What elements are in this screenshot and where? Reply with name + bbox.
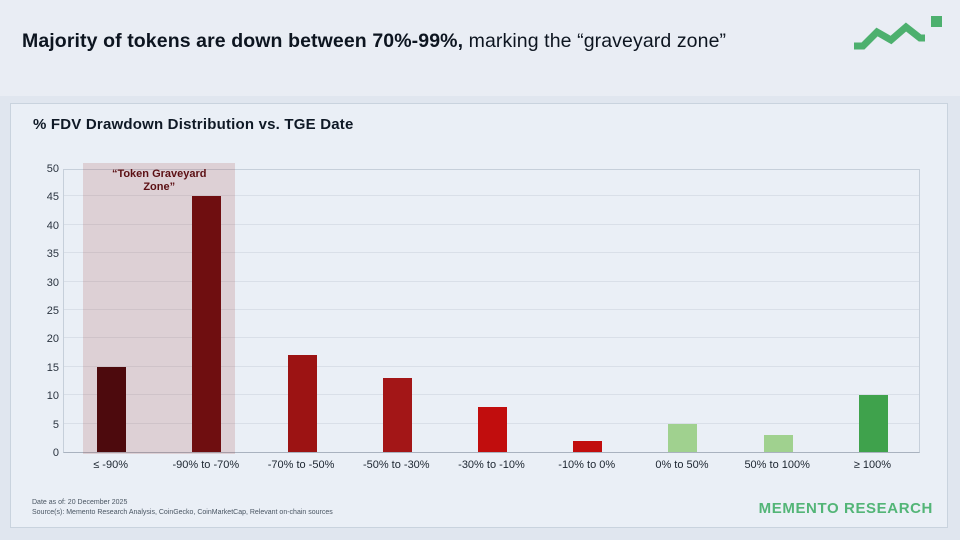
y-axis-tick-label: 20 [46,333,59,346]
gridline [64,223,919,225]
x-axis-category-label: -30% to -10% [458,459,525,471]
y-axis-tick-label: 40 [46,219,59,232]
chart-bar [478,406,507,452]
x-axis-category-label: 0% to 50% [655,459,709,471]
footnote-date: Date as of: 20 December 2025 [32,499,128,506]
gridline [64,195,919,197]
chart-bar [573,440,603,452]
chart-bar [668,423,698,452]
y-axis-tick-label: 25 [46,305,59,317]
chart-card: % FDV Drawdown Distribution vs. TGE Date… [10,103,948,528]
chart-bar [287,355,317,452]
x-axis-category-label: -90% to -70% [172,459,240,471]
y-axis-labels: 0 5 10 15 20 25 30 35 40 45 50 [27,163,59,459]
x-axis-category-label: ≤ -90% [93,459,128,471]
chart-bar [97,366,127,452]
memento-logo-icon [854,16,942,50]
slide-title-bold: Majority of tokens are down between 70%-… [22,30,464,52]
x-axis-category-label: -70% to -50% [267,459,335,471]
gridline [64,337,919,339]
logo-square-icon [931,16,942,27]
header-band: Majority of tokens are down between 70%-… [0,0,960,96]
x-axis-category-label: ≥ 100% [853,459,891,471]
brand-wordmark: MEMENTO RESEARCH [758,500,933,517]
chart-bar [858,395,888,452]
chart-title: % FDV Drawdown Distribution vs. TGE Date [33,116,354,133]
y-axis-tick-label: 5 [52,418,59,431]
gridline [64,365,919,367]
x-axis-category-label: -50% to -30% [362,459,430,471]
y-axis-tick-label: 30 [46,276,59,289]
y-axis-tick-label: 10 [46,390,59,403]
y-axis-tick-label: 45 [46,191,59,204]
slide-title: Majority of tokens are down between 70%-… [22,28,832,55]
graveyard-zone-label: “Token Graveyard Zone” [111,168,207,193]
y-axis-tick-label: 0 [52,447,59,459]
footnotes: Date as of: 20 December 2025 Source(s): … [32,498,333,518]
chart-bar [382,378,412,452]
gridline [64,280,919,282]
chart-bar [763,434,793,452]
y-axis-tick-label: 50 [46,163,59,175]
y-axis-tick-label: 35 [46,248,59,261]
x-axis-category-label: 50% to 100% [744,459,810,471]
slide-title-regular: marking the “graveyard zone” [463,30,727,52]
y-axis-tick-label: 15 [46,361,59,374]
gridline [64,252,919,254]
chart-bar [192,196,222,452]
x-axis-labels: ≤ -90% -90% to -70% -70% to -50% -50% to -3… [63,459,920,475]
gridline [64,309,919,310]
footnote-sources: Source(s): Memento Research Analysis, Co… [32,509,333,516]
gridline [64,394,919,396]
x-axis-category-label: -10% to 0% [558,459,616,471]
plot-area: “Token Graveyard Zone” [63,163,920,454]
